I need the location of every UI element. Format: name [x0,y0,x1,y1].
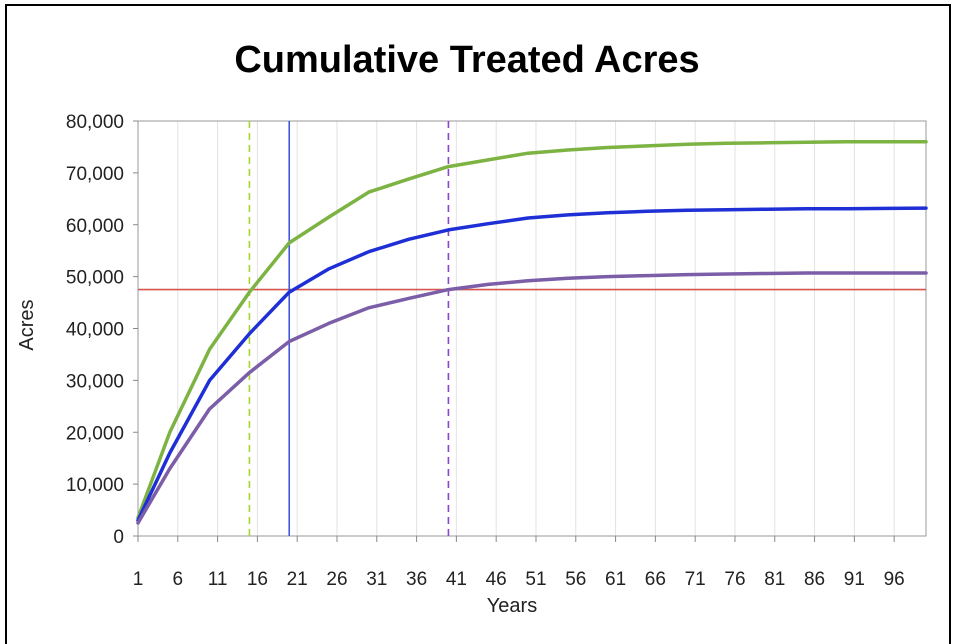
x-tick-label: 36 [406,569,427,590]
series-line-2 [136,206,928,523]
plot-area: 0 10,000 20,000 30,000 40,000 50,000 60,000 70,… [66,112,928,590]
x-axis-label: Years [487,595,537,617]
series-line-3 [136,271,928,525]
y-tick-label: 0 [113,527,124,548]
series-line-1 [136,140,928,520]
y-tick-label: 40,000 [66,320,124,341]
x-tick-label: 11 [208,569,228,590]
y-tick-label: 70,000 [66,164,124,185]
x-tick-label: 51 [525,569,546,590]
x-tick-label: 76 [724,569,745,590]
x-tick-label: 61 [605,569,626,590]
x-tick-label: 1 [133,569,144,590]
x-tick-label: 46 [486,569,507,590]
y-tick-label: 60,000 [66,216,124,237]
x-tick-label: 56 [565,569,586,590]
y-axis-label: Acres [16,299,38,350]
x-tick-label: 96 [884,569,905,590]
y-tick-label: 30,000 [66,371,124,392]
x-tick-label: 81 [764,569,785,590]
x-tick-label: 26 [326,569,347,590]
x-tick-label: 66 [645,569,666,590]
y-tick-label: 10,000 [66,475,124,496]
x-tick-label: 16 [247,569,268,590]
x-tick-label: 21 [287,569,308,590]
y-tick-label: 20,000 [66,423,124,444]
y-tick-label: 80,000 [66,112,124,133]
chart-frame [5,4,951,644]
y-tick-label: 50,000 [66,268,124,289]
chart-title: Cumulative Treated Acres [234,39,699,81]
chart: Cumulative Treated Acres 0 10,000 20,000 30… [16,39,928,617]
x-tick-label: 31 [366,569,387,590]
x-tick-label: 41 [446,569,467,590]
x-tick-label: 71 [685,569,706,590]
x-tick-label: 86 [804,569,825,590]
x-tick-label: 6 [173,569,184,590]
x-tick-label: 91 [844,569,865,590]
